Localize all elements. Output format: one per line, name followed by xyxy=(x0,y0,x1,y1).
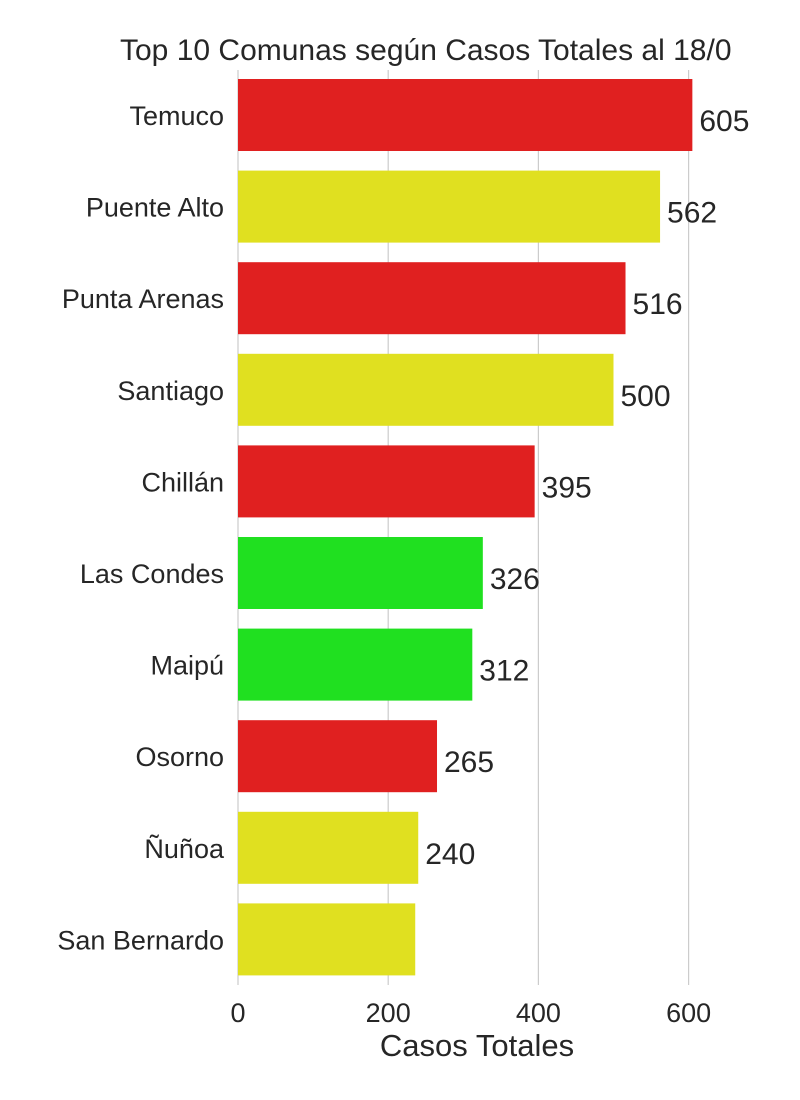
bar-5 xyxy=(238,445,535,518)
value-label-9: 240 xyxy=(425,838,475,871)
bar-8 xyxy=(238,720,438,793)
bar-9 xyxy=(238,811,419,884)
category-label-1: Temuco xyxy=(129,101,224,131)
bars xyxy=(238,79,693,976)
chart-title: Top 10 Comunas según Casos Totales al 18… xyxy=(120,34,732,67)
category-label-10: San Bernardo xyxy=(57,925,224,955)
x-tick-labels: 0 200 400 600 xyxy=(230,998,711,1028)
x-tick-label-400: 400 xyxy=(516,998,561,1028)
value-label-5: 395 xyxy=(542,471,592,504)
x-tick-label-600: 600 xyxy=(666,998,711,1028)
x-axis-label: Casos Totales xyxy=(380,1028,574,1063)
category-labels: Temuco Puente Alto Punta Arenas Santiago Chi… xyxy=(57,101,225,955)
value-label-8: 265 xyxy=(444,746,494,779)
x-tick-label-0: 0 xyxy=(230,998,245,1028)
bar-1 xyxy=(238,79,693,151)
category-label-9: Ñuñoa xyxy=(144,833,225,864)
bar-10 xyxy=(238,903,416,976)
category-label-8: Osorno xyxy=(135,742,224,772)
bar-7 xyxy=(238,628,473,701)
value-labels: 605 562 516 500 395 326 312 265 240 xyxy=(425,105,749,871)
category-label-7: Maipú xyxy=(150,651,224,681)
value-label-1: 605 xyxy=(699,105,749,138)
category-label-3: Punta Arenas xyxy=(62,284,224,314)
category-label-5: Chillán xyxy=(141,467,224,497)
value-label-3: 516 xyxy=(633,288,683,321)
value-label-2: 562 xyxy=(667,197,717,230)
value-label-7: 312 xyxy=(479,655,529,688)
bar-6 xyxy=(238,537,483,609)
category-label-6: Las Condes xyxy=(80,559,224,589)
value-label-4: 500 xyxy=(621,380,671,413)
x-tick-label-200: 200 xyxy=(366,998,411,1028)
category-label-2: Puente Alto xyxy=(86,193,224,223)
bar-3 xyxy=(238,262,626,335)
bar-2 xyxy=(238,170,661,243)
bar-4 xyxy=(238,353,614,426)
category-label-4: Santiago xyxy=(117,376,224,406)
value-label-6: 326 xyxy=(490,563,540,596)
